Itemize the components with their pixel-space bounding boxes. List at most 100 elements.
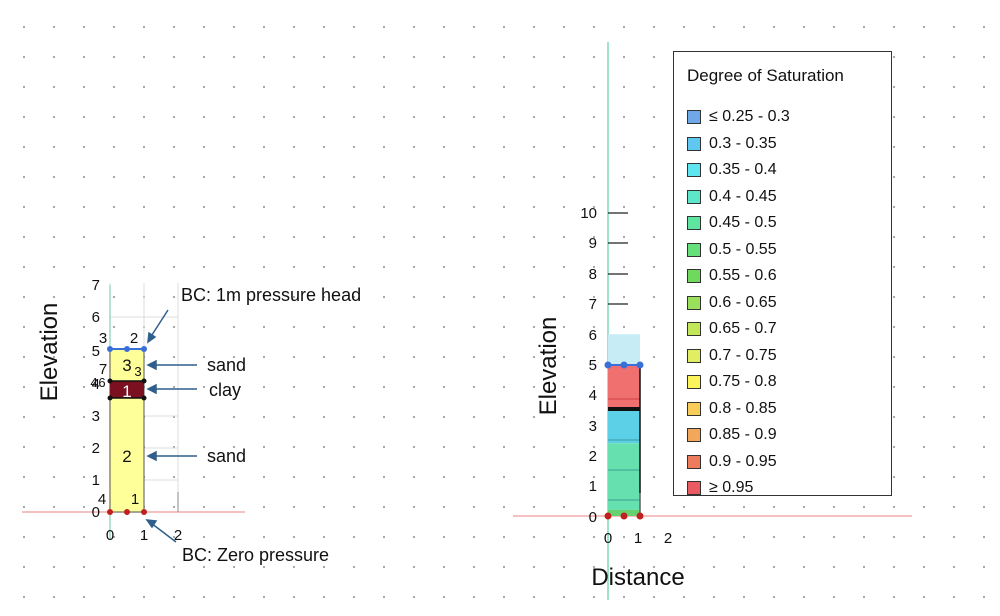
- legend-label: 0.45 - 0.5: [709, 214, 777, 232]
- legend-label: ≤ 0.25 - 0.3: [709, 108, 790, 126]
- annotation-arrow: [150, 522, 177, 543]
- legend-swatch: [687, 269, 701, 284]
- node-point[interactable]: [124, 509, 130, 515]
- arrow-head: [146, 359, 157, 371]
- node-point[interactable]: [620, 512, 628, 520]
- node-point[interactable]: [141, 346, 147, 352]
- x-tick-label: 2: [174, 527, 182, 544]
- y-tick-label: 2: [92, 440, 100, 457]
- legend-label: 0.3 - 0.35: [709, 134, 777, 152]
- arrow-head: [145, 519, 158, 529]
- node-point[interactable]: [107, 395, 113, 401]
- y-tick-label: 1: [92, 472, 100, 489]
- node-point[interactable]: [107, 378, 113, 384]
- arrow-head: [147, 331, 157, 344]
- x-tick-label: 1: [140, 527, 148, 544]
- clay-layer[interactable]: [110, 381, 144, 398]
- legend-swatch: [687, 242, 701, 257]
- legend-item: 0.8 - 0.85: [687, 396, 790, 423]
- y-tick-label: 7: [589, 296, 597, 313]
- legend-item: 0.45 - 0.5: [687, 210, 790, 237]
- legend-label: 0.55 - 0.6: [709, 267, 777, 285]
- y-tick-label: 4: [92, 376, 100, 393]
- annotation-clay: clay: [209, 380, 241, 400]
- legend-item: ≤ 0.25 - 0.3: [687, 104, 790, 131]
- node-point[interactable]: [124, 346, 130, 352]
- node-point[interactable]: [620, 361, 628, 369]
- legend-label: 0.8 - 0.85: [709, 399, 777, 417]
- y-tick-label: 4: [589, 387, 597, 404]
- node-point[interactable]: [141, 509, 147, 515]
- node-point[interactable]: [636, 512, 644, 520]
- legend-item: 0.65 - 0.7: [687, 316, 790, 343]
- legend-swatch: [687, 163, 701, 178]
- y-tick-label: 3: [92, 408, 100, 425]
- legend-item: 0.6 - 0.65: [687, 290, 790, 317]
- legend-label: 0.7 - 0.75: [709, 346, 777, 364]
- node-label: 1: [131, 491, 139, 508]
- legend-label: 0.6 - 0.65: [709, 293, 777, 311]
- legend-list: ≤ 0.25 - 0.3 0.3 - 0.35 0.35 - 0.4 0.4 - 0.…: [687, 104, 790, 502]
- y-axis-label: Elevation: [36, 303, 63, 402]
- y-tick-label: 6: [92, 309, 100, 326]
- legend-item: 0.55 - 0.6: [687, 263, 790, 290]
- arrow-head: [146, 450, 157, 462]
- annotation-bottom-bc: BC: Zero pressure: [182, 545, 329, 565]
- y-axis-label: Elevation: [535, 317, 562, 416]
- legend-item: 0.4 - 0.45: [687, 184, 790, 211]
- legend-label: 0.85 - 0.9: [709, 426, 777, 444]
- saturation-column[interactable]: [608, 334, 640, 516]
- saturation-legend: Degree of Saturation ≤ 0.25 - 0.3 0.3 - 0…: [673, 51, 892, 496]
- x-tick-label: 2: [664, 530, 672, 547]
- legend-swatch: [687, 428, 701, 443]
- legend-item: 0.75 - 0.8: [687, 369, 790, 396]
- y-tick-label: 3: [589, 418, 597, 435]
- node-point[interactable]: [636, 361, 644, 369]
- node-point[interactable]: [107, 346, 113, 352]
- region-label: 1: [122, 382, 131, 401]
- x-tick-label: 1: [634, 530, 642, 547]
- legend-item: 0.35 - 0.4: [687, 157, 790, 184]
- legend-swatch: [687, 295, 701, 310]
- node-label: 3: [99, 330, 107, 347]
- legend-item: 0.7 - 0.75: [687, 343, 790, 370]
- legend-swatch: [687, 216, 701, 231]
- y-tick-label: 0: [92, 504, 100, 521]
- right-results-panel: 0 1 2 3 4 5 6 7 8 9 10 0 1 2 Elevation D…: [513, 42, 912, 600]
- annotation-arrow: [149, 309, 169, 339]
- legend-swatch: [687, 454, 701, 469]
- node-label: 7: [99, 361, 107, 378]
- node-point[interactable]: [141, 378, 147, 384]
- y-tick-label: 8: [589, 266, 597, 283]
- node-point[interactable]: [604, 361, 612, 369]
- node-point[interactable]: [107, 509, 113, 515]
- y-tick-label: 9: [589, 235, 597, 252]
- y-tick-label: 10: [580, 205, 597, 222]
- node-label: 4: [90, 375, 97, 390]
- legend-item: 0.9 - 0.95: [687, 449, 790, 476]
- legend-swatch: [687, 189, 701, 204]
- y-tick-label: 5: [589, 357, 597, 374]
- node-label: 2: [130, 330, 138, 347]
- node-label: 3: [134, 364, 141, 379]
- region-label: 2: [122, 447, 131, 466]
- y-tick-label: 1: [589, 478, 597, 495]
- y-tick-label: 0: [589, 509, 597, 526]
- saturation-band: [608, 443, 640, 510]
- node-point[interactable]: [604, 512, 612, 520]
- left-domain-panel: 0 1 2 3 4 5 6 7 0 1 2 Elevation 3 1 2 2 …: [22, 277, 361, 565]
- legend-swatch: [687, 401, 701, 416]
- legend-item: 0.3 - 0.35: [687, 131, 790, 158]
- saturation-band: [608, 364, 640, 410]
- legend-swatch: [687, 322, 701, 337]
- arrow-head: [146, 383, 157, 395]
- legend-label: 0.4 - 0.45: [709, 187, 777, 205]
- legend-swatch: [687, 481, 701, 496]
- saturation-band: [608, 334, 640, 365]
- legend-item: 0.5 - 0.55: [687, 237, 790, 264]
- x-tick-label: 0: [106, 527, 114, 544]
- node-point[interactable]: [141, 395, 147, 401]
- y-tick-label: 5: [92, 343, 100, 360]
- legend-label: 0.9 - 0.95: [709, 452, 777, 470]
